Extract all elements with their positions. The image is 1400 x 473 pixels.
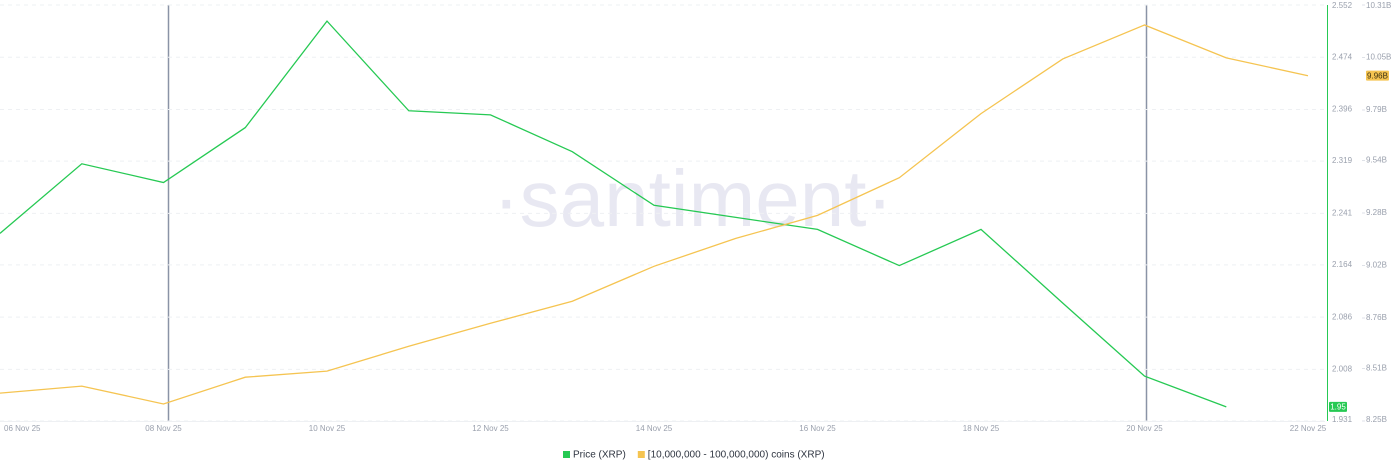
- y-tick-label: 2.086: [1332, 312, 1353, 321]
- y2-tick-label: 9.28B: [1366, 208, 1387, 217]
- y-tick-label: 2.008: [1332, 365, 1353, 374]
- x-tick-label: 16 Nov 25: [799, 424, 836, 433]
- x-tick-label: 12 Nov 25: [472, 424, 509, 433]
- x-tick-label: 10 Nov 25: [309, 424, 346, 433]
- x-tick-label: 08 Nov 25: [145, 424, 182, 433]
- y2-tick-label: 10.31B: [1366, 1, 1391, 10]
- legend-swatch: [637, 451, 645, 458]
- series-line: [0, 24, 1309, 405]
- x-tick-label: 06 Nov 25: [4, 424, 41, 433]
- x-tick-label: 20 Nov 25: [1126, 424, 1163, 433]
- legend-label: [10,000,000 - 100,000,000) coins (XRP): [648, 450, 825, 461]
- watermark: ·santiment·: [493, 154, 893, 243]
- last-value-badge: [1366, 70, 1389, 81]
- x-tick-label: 14 Nov 25: [636, 424, 673, 433]
- y-tick-label: 2.241: [1332, 208, 1353, 217]
- y-tick-label: 2.396: [1332, 105, 1353, 114]
- last-value-label: 9.96B: [1367, 71, 1388, 80]
- y-tick-label: 2.319: [1332, 156, 1353, 165]
- last-value-label: 1.95: [1330, 403, 1346, 412]
- y-tick-label: 2.164: [1332, 260, 1353, 269]
- y-tick-label: 2.474: [1332, 52, 1353, 61]
- y2-tick-label: 8.25B: [1366, 415, 1387, 424]
- y2-tick-label: 9.54B: [1366, 156, 1387, 165]
- x-tick-label: 18 Nov 25: [963, 424, 1000, 433]
- x-tick-label: 22 Nov 25: [1290, 424, 1327, 433]
- last-value-badge: [1329, 401, 1347, 412]
- y2-tick-label: 10.05B: [1366, 53, 1391, 62]
- y-tick-label: 1.931: [1332, 415, 1353, 424]
- y2-tick-label: 9.79B: [1366, 105, 1387, 114]
- series-line: [0, 20, 1227, 408]
- y-tick-label: 2.552: [1332, 1, 1353, 10]
- legend-label: Price (XRP): [573, 450, 626, 461]
- legend-swatch: [563, 451, 570, 458]
- y2-tick-label: 8.51B: [1366, 364, 1387, 373]
- y2-tick-label: 8.76B: [1366, 313, 1387, 322]
- y2-tick-label: 9.02B: [1366, 261, 1387, 270]
